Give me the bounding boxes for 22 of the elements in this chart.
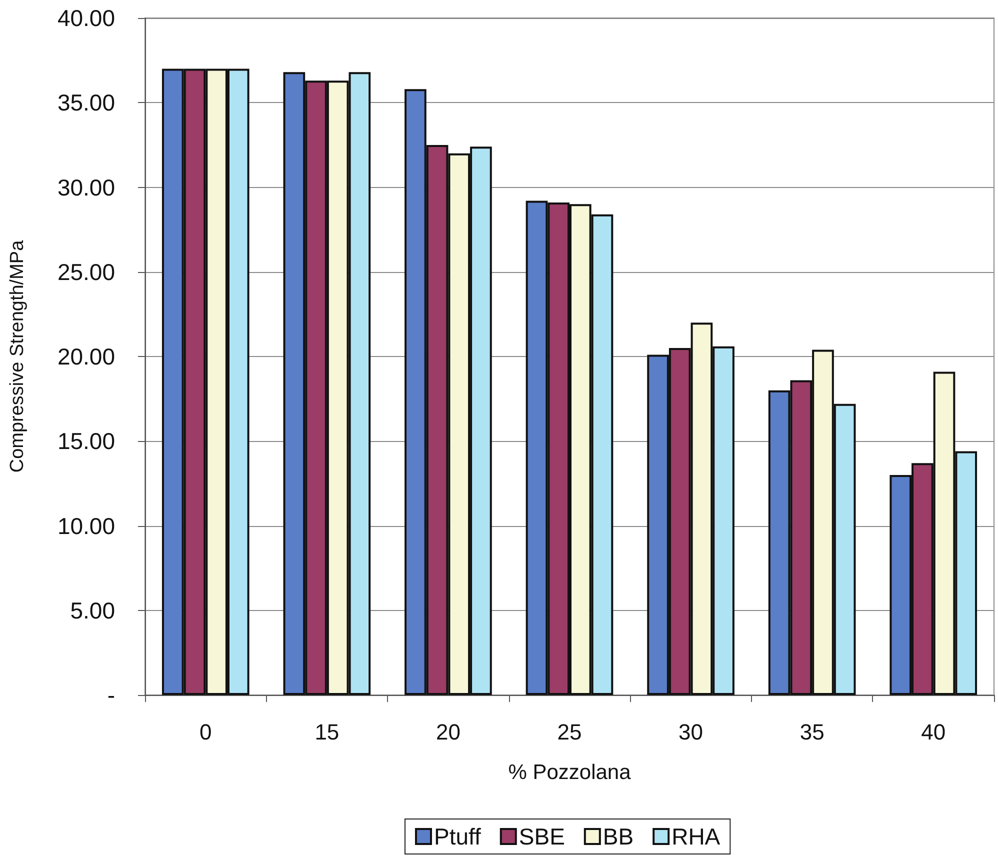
y-axis-title: Compressive Strength/MPa [7,240,28,473]
x-tick-label: 30 [678,720,704,744]
y-tick-label: 30.00 [57,174,115,200]
y-tick-label: 15.00 [57,428,115,454]
x-axis-title: % Pozzolana [508,761,632,784]
y-tick-label: 10.00 [57,512,115,539]
y-tick-label: 35.00 [57,90,115,116]
y-tick-label: - [107,682,115,708]
x-tick-label: 0 [200,720,212,744]
legend-label: RHA [672,824,721,850]
y-tick-label: 20.00 [57,344,115,370]
x-tick-label: 25 [557,720,582,744]
legend-label: Ptuff [434,824,482,850]
y-tick-label: 40.00 [57,5,115,31]
x-tick-label: 15 [314,720,340,744]
legend-label: SBE [518,824,565,850]
x-tick-label: 40 [921,720,946,744]
legend-label: BB [602,824,634,850]
x-tick-label: 35 [800,720,824,744]
y-tick-label: 25.00 [57,258,115,285]
y-tick-label: 5.00 [70,597,115,624]
x-tick-label: 20 [436,720,460,744]
